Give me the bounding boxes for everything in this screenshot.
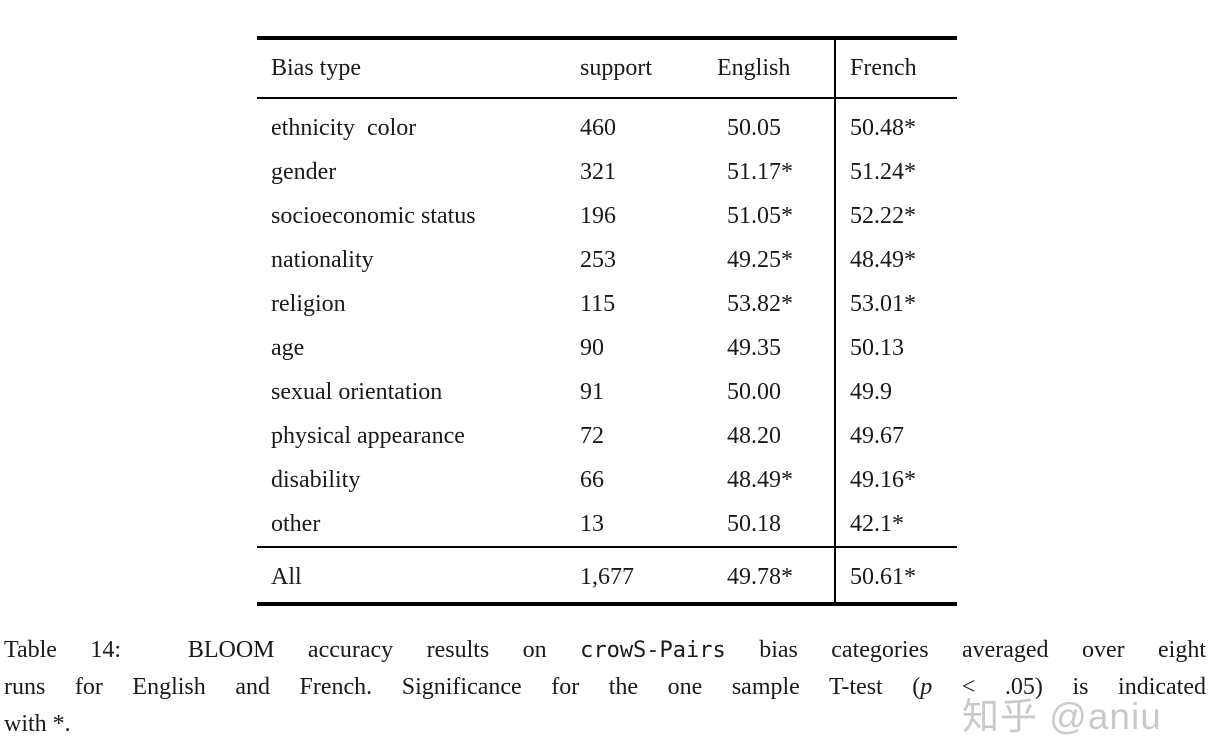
- cell-french: 48.49*: [834, 238, 957, 282]
- cell-english: 51.05*: [727, 202, 793, 229]
- column-header-english: English: [717, 38, 835, 99]
- cell-bias-type: religion: [271, 290, 346, 317]
- cell-english: 49.78*: [717, 546, 835, 604]
- caption-text: < .05) is indicated: [932, 674, 1206, 700]
- cell-english: 53.82*: [727, 290, 793, 317]
- cell-french: 53.01*: [834, 282, 957, 326]
- cell-english: 50.18: [727, 510, 781, 537]
- cell-bias-type: disability: [271, 466, 361, 493]
- cell-french: 42.1*: [834, 502, 957, 547]
- caption-text: bias categories averaged over eight: [725, 637, 1206, 663]
- caption-code-text: crowS-Pairs: [580, 638, 726, 663]
- table-header-row: Bias type support English French: [257, 38, 957, 99]
- cell-bias-type: sexual orientation: [271, 378, 443, 405]
- cell-french: 49.67: [834, 414, 957, 458]
- cell-english: 51.17*: [727, 158, 793, 185]
- cell-bias-type: physical appearance: [271, 422, 465, 449]
- column-header-support: support: [580, 38, 717, 99]
- cell-support: 253: [580, 246, 616, 273]
- column-header-french: French: [834, 38, 957, 99]
- results-table: Bias type support English French ethnici…: [257, 36, 957, 606]
- cell-bias-type: age: [271, 334, 305, 361]
- cell-support: 91: [580, 378, 604, 405]
- table-row: religion 115 53.82* 53.01*: [257, 282, 957, 326]
- cell-english: 48.20: [727, 422, 781, 449]
- cell-support: 90: [580, 334, 604, 361]
- table-row: disability 66 48.49* 49.16*: [257, 458, 957, 502]
- table-row: ethnicity color 460 50.05 50.48*: [257, 98, 957, 150]
- cell-english: 50.05: [727, 114, 781, 141]
- cell-support: 196: [580, 202, 616, 229]
- cell-bias-type: ethnicity color: [271, 114, 417, 141]
- table-row: age 90 49.35 50.13: [257, 326, 957, 370]
- caption-line: with *.: [4, 706, 1206, 743]
- cell-support: 321: [580, 158, 616, 185]
- cell-support: 460: [580, 114, 616, 141]
- cell-english: 49.35: [727, 334, 781, 361]
- caption-line: runs for English and French. Significanc…: [4, 669, 1206, 706]
- cell-support: 13: [580, 510, 604, 537]
- table-row: socioeconomic status 196 51.05* 52.22*: [257, 194, 957, 238]
- caption-text: Table 14: BLOOM accuracy results on: [4, 637, 581, 663]
- cell-bias-type: socioeconomic status: [271, 202, 476, 229]
- cell-support: 72: [580, 422, 604, 449]
- cell-french: 51.24*: [834, 150, 957, 194]
- table-row: gender 321 51.17* 51.24*: [257, 150, 957, 194]
- caption-math-p: p: [920, 674, 933, 700]
- table-row: nationality 253 49.25* 48.49*: [257, 238, 957, 282]
- cell-support: 66: [580, 466, 604, 493]
- cell-french: 49.9: [834, 370, 957, 414]
- column-header-bias-type: Bias type: [257, 38, 580, 99]
- cell-bias-type: nationality: [271, 246, 374, 273]
- caption-line: Table 14: BLOOM accuracy results on crow…: [4, 632, 1206, 669]
- cell-support: 1,677: [580, 546, 717, 604]
- cell-french: 52.22*: [834, 194, 957, 238]
- cell-english: 50.00: [727, 378, 781, 405]
- table-caption: Table 14: BLOOM accuracy results on crow…: [4, 632, 1206, 743]
- cell-support: 115: [580, 290, 616, 317]
- table-row: sexual orientation 91 50.00 49.9: [257, 370, 957, 414]
- cell-english: 49.25*: [727, 246, 793, 273]
- cell-bias-type: gender: [271, 158, 337, 185]
- caption-text: runs for English and French. Significanc…: [4, 674, 921, 700]
- cell-english: 48.49*: [727, 466, 793, 493]
- cell-french: 49.16*: [834, 458, 957, 502]
- cell-french: 50.48*: [834, 98, 957, 150]
- cell-french: 50.61*: [834, 546, 957, 604]
- cell-french: 50.13: [834, 326, 957, 370]
- table-total-row: All 1,677 49.78* 50.61*: [257, 546, 957, 604]
- table-row: physical appearance 72 48.20 49.67: [257, 414, 957, 458]
- cell-bias-type: All: [257, 546, 580, 604]
- cell-bias-type: other: [271, 510, 321, 537]
- table-row: other 13 50.18 42.1*: [257, 502, 957, 547]
- caption-text: with *.: [4, 711, 71, 737]
